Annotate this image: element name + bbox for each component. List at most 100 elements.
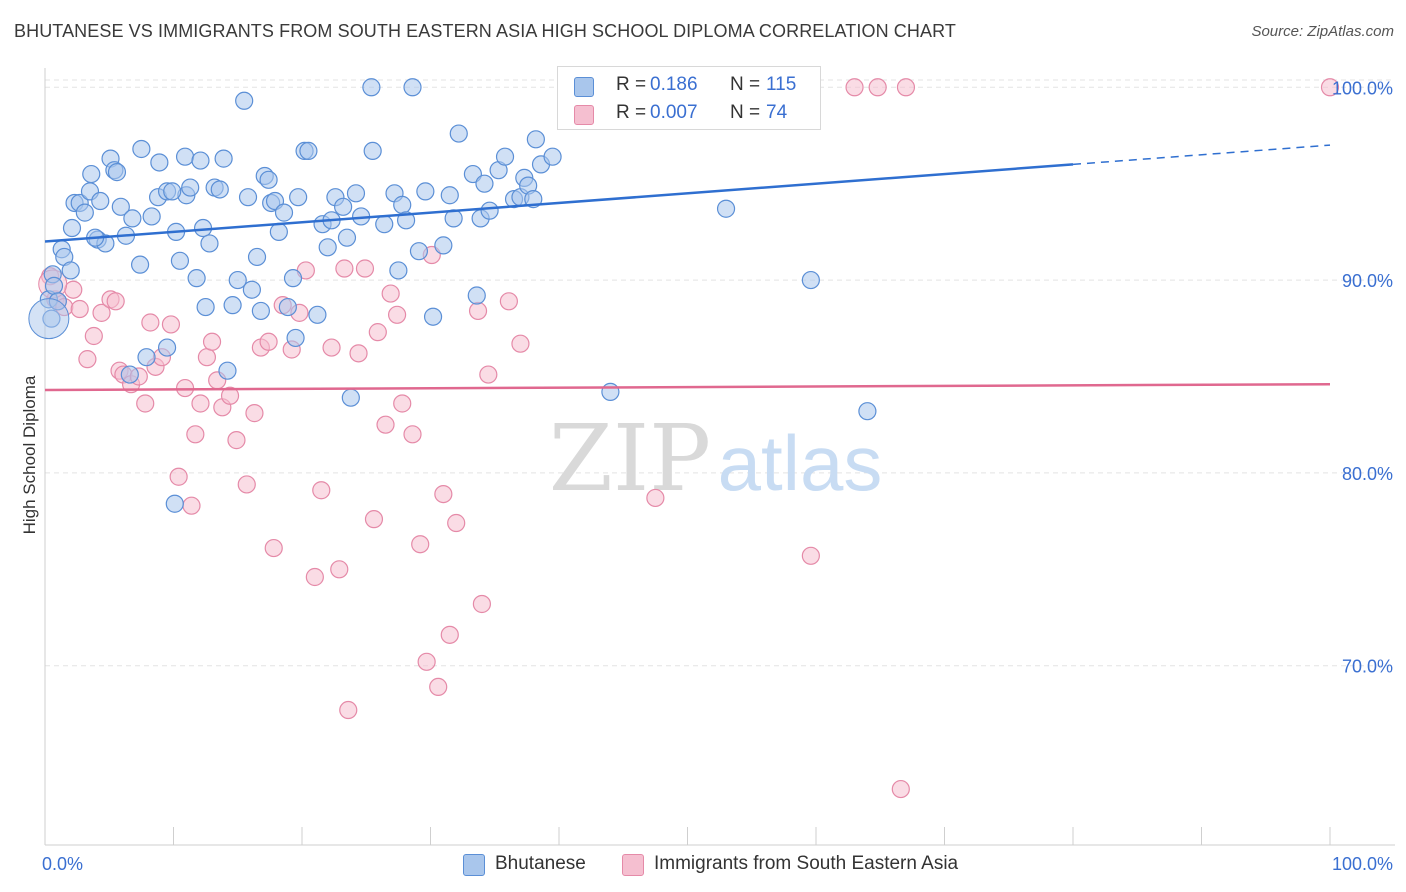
immigrants-point <box>330 560 349 579</box>
immigrants-point <box>202 332 222 351</box>
immigrants-point <box>355 259 375 278</box>
y-tick-label: 100.0% <box>1332 78 1393 98</box>
bhutanese-point <box>495 147 515 166</box>
immigrants-point <box>161 315 181 334</box>
bhutanese-point <box>362 78 381 97</box>
legend-label: Immigrants from South Eastern Asia <box>654 853 959 874</box>
bhutanese-point <box>175 147 195 166</box>
bhutanese-point <box>269 222 288 241</box>
bhutanese-point <box>200 234 219 253</box>
chart-source: Source: ZipAtlas.com <box>1251 23 1394 40</box>
bhutanese-point <box>137 348 156 367</box>
immigrants-point <box>305 567 324 587</box>
bhutanese-point <box>187 269 206 288</box>
immigrants-point <box>403 425 422 444</box>
x-tick-label: 0.0% <box>42 854 83 874</box>
bhutanese-swatch <box>574 77 594 97</box>
immigrants-point <box>646 488 665 508</box>
bhutanese-point <box>75 203 94 222</box>
immigrants-point <box>417 652 436 671</box>
immigrants-point <box>801 546 820 565</box>
r-value: 0.186 <box>650 74 698 95</box>
bhutanese-point <box>403 78 422 97</box>
n-label: N = <box>730 102 761 123</box>
bhutanese-trend-extension <box>1072 144 1331 166</box>
bhutanese-point <box>191 151 210 170</box>
y-tick-label: 90.0% <box>1342 271 1393 291</box>
stats-row-bhutanese: R = 0.186 N = 115 <box>558 72 820 100</box>
bhutanese-point <box>801 270 820 290</box>
immigrants-point <box>322 338 341 357</box>
trend-lines <box>44 144 1331 392</box>
bhutanese-point <box>346 184 366 203</box>
immigrants-point <box>227 431 246 450</box>
immigrants-point <box>197 348 217 367</box>
legend-label: Bhutanese <box>495 853 586 874</box>
immigrants-point <box>312 481 331 500</box>
immigrants-point <box>245 404 264 423</box>
immigrants-point <box>845 78 864 97</box>
immigrants-point <box>434 484 453 504</box>
series-legend: Bhutanese Immigrants from South Eastern … <box>0 852 1406 878</box>
bhutanese-point <box>286 328 305 348</box>
bhutanese-legend-swatch <box>463 854 485 876</box>
axes <box>44 68 1395 846</box>
y-tick-label: 80.0% <box>1342 464 1393 484</box>
immigrants-point <box>364 510 384 529</box>
bhutanese-point <box>91 191 110 211</box>
y-tick-label: 70.0% <box>1342 657 1393 677</box>
immigrants-point <box>896 78 916 97</box>
bhutanese-point <box>247 247 267 267</box>
immigrants-point <box>440 625 459 644</box>
immigrants-point <box>468 301 488 321</box>
bhutanese-point <box>475 174 494 193</box>
immigrants-point <box>411 535 430 554</box>
immigrants-point <box>335 259 354 278</box>
bhutanese-point <box>423 307 443 326</box>
bhutanese-point <box>111 197 130 216</box>
immigrants-point <box>84 326 103 346</box>
bhutanese-point <box>716 199 736 218</box>
immigrants-point <box>1320 78 1340 97</box>
x-tick-label: 100.0% <box>1332 854 1393 874</box>
bhutanese-point <box>274 203 294 222</box>
immigrants-point <box>186 425 205 444</box>
n-value: 115 <box>766 74 797 95</box>
bhutanese-point <box>283 269 303 288</box>
bhutanese-point <box>543 147 562 166</box>
immigrants-point <box>511 334 530 353</box>
series-bhutanese-points <box>28 78 877 513</box>
bhutanese-point <box>181 178 200 197</box>
immigrants-point <box>136 394 155 413</box>
bhutanese-point <box>434 236 453 255</box>
immigrants-point <box>259 332 278 351</box>
bhutanese-point <box>416 182 435 201</box>
watermark: ZIP atlas <box>549 405 882 512</box>
bhutanese-point <box>858 402 877 421</box>
immigrants-point <box>472 594 491 614</box>
bhutanese-point <box>61 261 80 280</box>
bhutanese-point <box>449 124 468 143</box>
bhutanese-point <box>289 188 308 207</box>
bhutanese-cluster-point <box>28 298 70 340</box>
bhutanese-point <box>142 207 161 226</box>
immigrants-point <box>182 496 201 515</box>
immigrants-legend-swatch <box>622 854 644 876</box>
bhutanese-point <box>165 494 184 513</box>
immigrants-point <box>368 323 387 342</box>
immigrants-point <box>106 292 125 311</box>
immigrants-point <box>220 386 240 405</box>
stats-row-immigrants: R = 0.007 N = 74 <box>558 100 820 128</box>
bhutanese-point <box>375 215 394 234</box>
bhutanese-point <box>389 261 408 280</box>
bhutanese-point <box>601 382 620 402</box>
bhutanese-point <box>196 297 215 317</box>
immigrants-point <box>499 292 518 311</box>
bhutanese-point <box>223 296 242 315</box>
immigrants-point <box>339 700 358 720</box>
bhutanese-point <box>259 170 278 189</box>
immigrants-point <box>891 779 910 799</box>
stats-legend: R = 0.186 N = 115 R = 0.007 N = 74 <box>557 66 821 130</box>
bhutanese-point <box>334 197 353 216</box>
